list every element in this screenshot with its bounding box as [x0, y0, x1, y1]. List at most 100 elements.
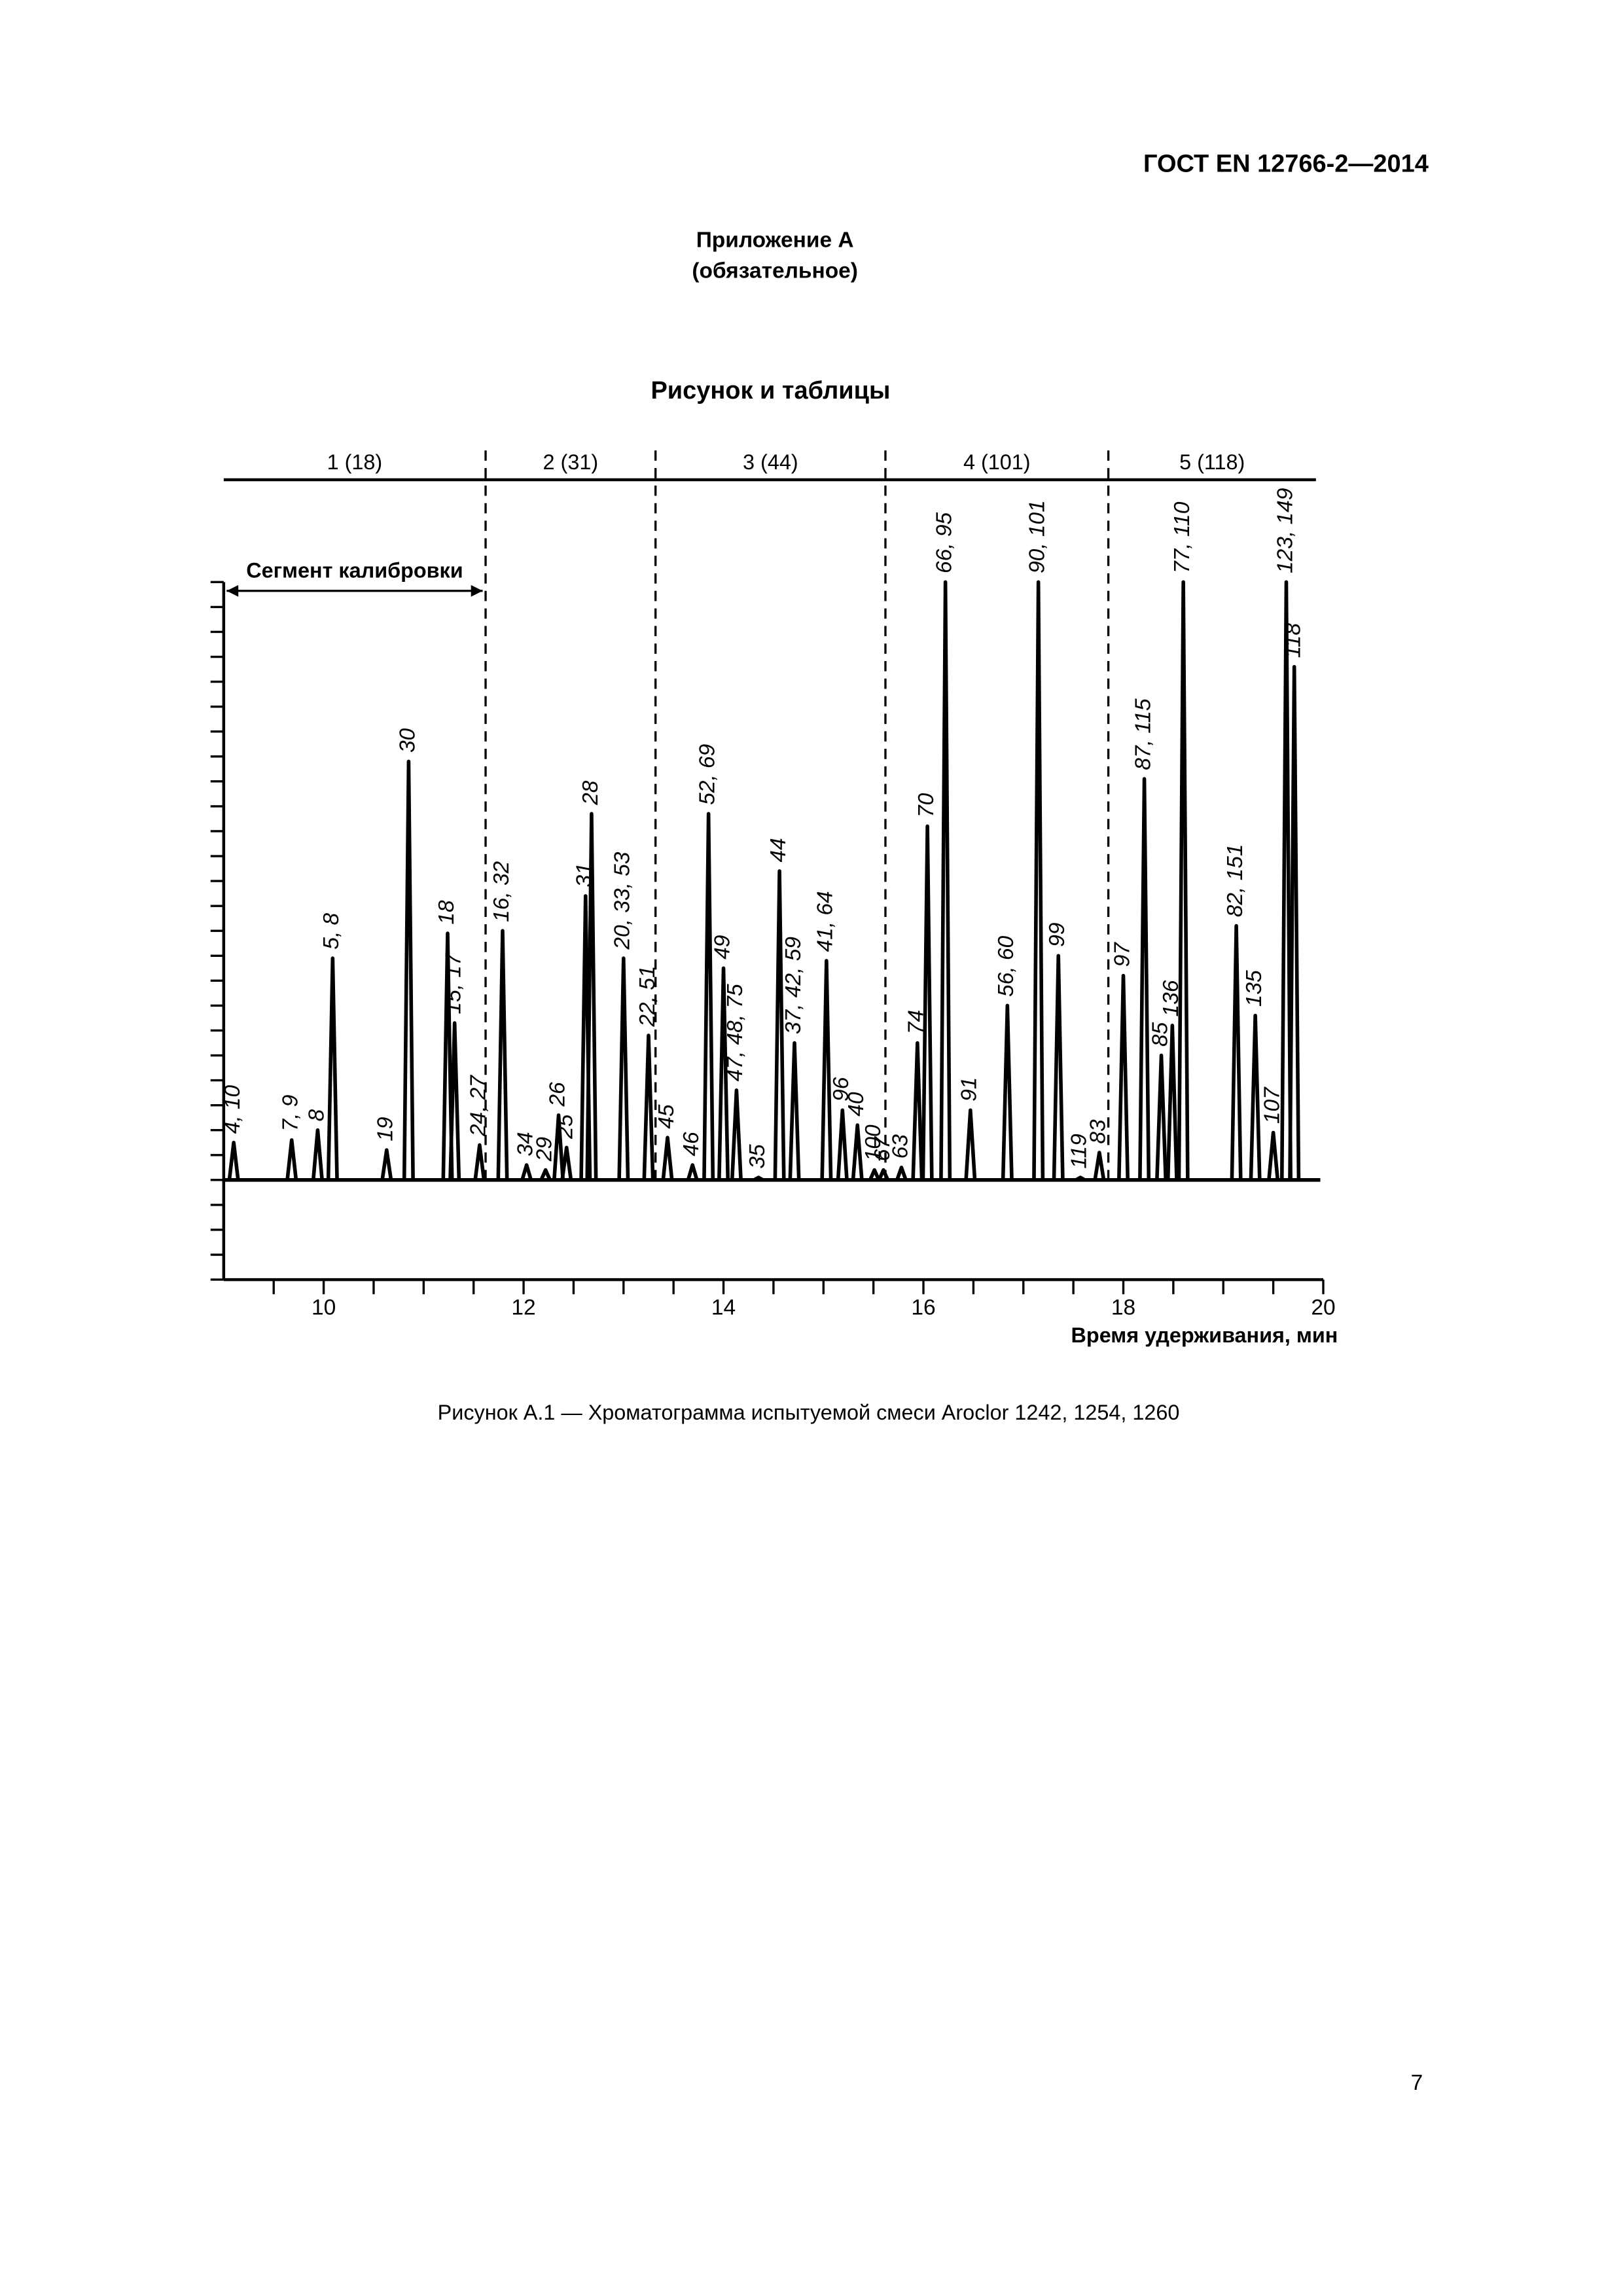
peak-label: 90, 101 [1026, 500, 1050, 573]
peak [911, 1041, 924, 1180]
peak [851, 1123, 864, 1181]
peak-label: 87, 115 [1131, 698, 1155, 770]
peak [921, 824, 934, 1180]
peak-label: 26 [545, 1082, 569, 1107]
peak-label: 91 [957, 1077, 982, 1102]
peak-label: 49 [710, 935, 734, 960]
peak [773, 869, 786, 1180]
peak [1117, 973, 1130, 1180]
peak [1032, 580, 1045, 1180]
peak [473, 1143, 486, 1181]
peak-label: 119 [1067, 1134, 1092, 1168]
appendix-title: Приложение А [696, 228, 854, 253]
peak-label: 56, 60 [994, 935, 1018, 997]
peak [702, 812, 715, 1180]
x-tick-label: 10 [312, 1296, 336, 1320]
peak-label: 46 [679, 1132, 704, 1157]
peak-label: 37, 42, 59 [781, 937, 806, 1034]
peak-label: 135 [1242, 970, 1266, 1007]
peak [642, 1033, 655, 1180]
peak-label: 107 [1260, 1086, 1284, 1124]
x-tick-label: 14 [711, 1296, 736, 1320]
peak-label: 97 [1110, 942, 1134, 967]
peak [868, 1168, 881, 1181]
peak-label: 34 [514, 1132, 538, 1156]
document-code: ГОСТ EN 12766-2—2014 [1143, 151, 1429, 178]
arrow-head [471, 584, 483, 597]
peak [730, 1088, 743, 1180]
peak [661, 1136, 674, 1181]
peak [552, 1113, 565, 1181]
peak [560, 1145, 573, 1181]
peak-label: 82, 151 [1223, 844, 1247, 917]
peak [441, 931, 454, 1180]
chromatogram: 10 12 14 16 18 20 Время удерживания, мин 1 (18)… [210, 450, 1338, 1347]
calibration-label: Сегмент калибровки [246, 558, 463, 582]
peak [520, 1163, 533, 1181]
x-axis-label: Время удерживания, мин [1071, 1323, 1338, 1347]
appendix-status: (обязательное) [692, 259, 858, 283]
peak-label: 20, 33, 53 [611, 852, 635, 950]
peak-label: 99 [1045, 923, 1069, 947]
peak [820, 959, 833, 1180]
peak [1093, 1151, 1106, 1181]
peak [964, 1108, 977, 1181]
peak [227, 1140, 240, 1181]
peak-label: 45 [654, 1104, 679, 1129]
peak [617, 956, 630, 1180]
peak [1279, 580, 1293, 1180]
peak-label: 47, 48, 75 [723, 984, 747, 1081]
peak-label: 25 [554, 1114, 578, 1139]
peak-label: 28 [579, 780, 603, 806]
x-tick-label: 18 [1111, 1296, 1135, 1320]
figure-caption: Рисунок А.1 — Хроматограмма испытуемой с… [438, 1401, 1180, 1424]
peak-label: 52, 69 [695, 744, 719, 805]
peak-label: 22, 51 [635, 966, 660, 1028]
peak [1267, 1130, 1280, 1181]
peak [788, 1041, 801, 1180]
peak [448, 1021, 461, 1180]
peak-label: 7, 9 [279, 1095, 303, 1132]
peak [285, 1138, 298, 1181]
section-title: Рисунок и таблицы [651, 377, 890, 404]
peak-label: 100 [861, 1124, 885, 1161]
peak [939, 580, 952, 1180]
peak-label: 29 [533, 1137, 557, 1162]
peak-label: 15, 17 [442, 952, 466, 1014]
peak [585, 812, 598, 1180]
peak [1138, 777, 1151, 1180]
peak-label: 123, 149 [1273, 488, 1297, 573]
peak [717, 966, 730, 1180]
peak [496, 929, 509, 1180]
peak-label: 4, 10 [221, 1085, 245, 1134]
peak [686, 1163, 699, 1181]
peak [895, 1166, 908, 1181]
peak [311, 1128, 324, 1181]
segment-label: 5 (118) [1179, 450, 1245, 474]
peak-label: 18 [435, 900, 459, 925]
peak-label: 24, 27 [467, 1075, 491, 1138]
peak-label: 41, 64 [813, 891, 838, 952]
peak-label: 83 [1086, 1119, 1111, 1144]
segment-label: 2 (31) [543, 450, 599, 474]
segment-label: 3 (44) [743, 450, 798, 474]
peak-label: 35 [745, 1144, 770, 1169]
peak-label: 16, 32 [490, 861, 514, 922]
peak-label: 8 [304, 1109, 329, 1121]
peak [326, 956, 339, 1180]
peak-label: 118 [1281, 623, 1306, 658]
segment-label: 4 (101) [963, 450, 1031, 474]
peak [1001, 1003, 1014, 1180]
peak-label: 30 [395, 728, 419, 753]
x-tick-label: 20 [1311, 1296, 1335, 1320]
peak [1249, 1013, 1262, 1180]
peak [1177, 580, 1190, 1180]
peak-label: 85 [1148, 1022, 1172, 1047]
peak-label: 63 [888, 1134, 912, 1159]
peak [877, 1168, 890, 1181]
peak [1288, 664, 1301, 1180]
page-number: 7 [1411, 2071, 1423, 2095]
